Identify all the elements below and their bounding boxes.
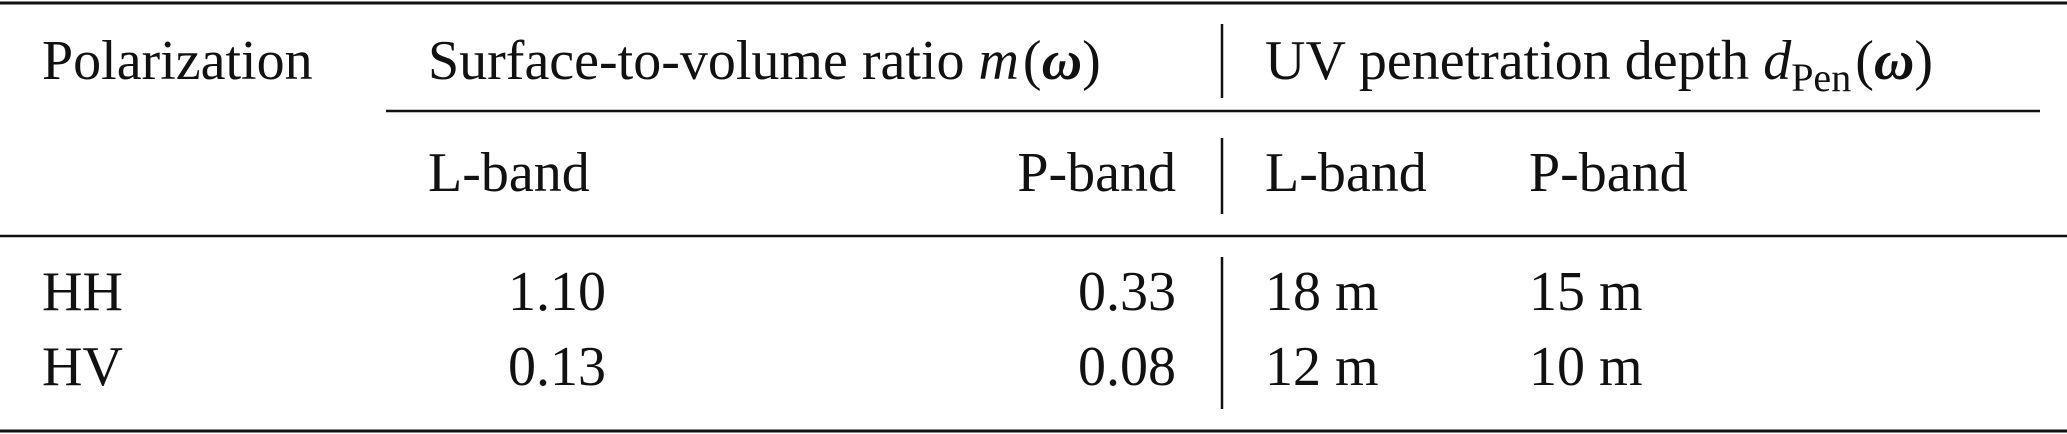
paren: ) xyxy=(1914,30,1933,92)
cell: 0.33 xyxy=(1078,261,1176,323)
cell: 12 m xyxy=(1265,336,1379,398)
group-header: Surface-to-volume ratio m(ω) xyxy=(428,30,1101,92)
subcolumn-header: L-band xyxy=(1265,142,1427,204)
paren: ( xyxy=(1023,30,1042,92)
argument: ω xyxy=(1874,30,1915,92)
cell: 0.13 xyxy=(508,336,606,398)
header-text: Surface-to-volume ratio xyxy=(428,30,964,92)
subcolumn-header: P-band xyxy=(1529,142,1688,204)
header-text: UV penetration depth xyxy=(1265,30,1749,92)
row-label: HH xyxy=(42,261,123,323)
cell: 10 m xyxy=(1529,336,1643,398)
symbol: d xyxy=(1763,30,1792,92)
cell: 15 m xyxy=(1529,261,1643,323)
argument: ω xyxy=(1042,30,1083,92)
cell: 0.08 xyxy=(1078,336,1176,398)
subcolumn-header: L-band xyxy=(428,142,590,204)
row-label: HV xyxy=(42,336,123,398)
cell: 1.10 xyxy=(508,261,606,323)
paren: ) xyxy=(1082,30,1101,92)
subscript: Pen xyxy=(1791,55,1851,100)
symbol: m xyxy=(978,30,1018,92)
header-cell: Polarization xyxy=(42,30,313,92)
group-header: UV penetration depth dPen(ω) xyxy=(1265,30,1933,100)
subcolumn-header: P-band xyxy=(1017,142,1176,204)
cell: 18 m xyxy=(1265,261,1379,323)
paren: ( xyxy=(1855,30,1874,92)
